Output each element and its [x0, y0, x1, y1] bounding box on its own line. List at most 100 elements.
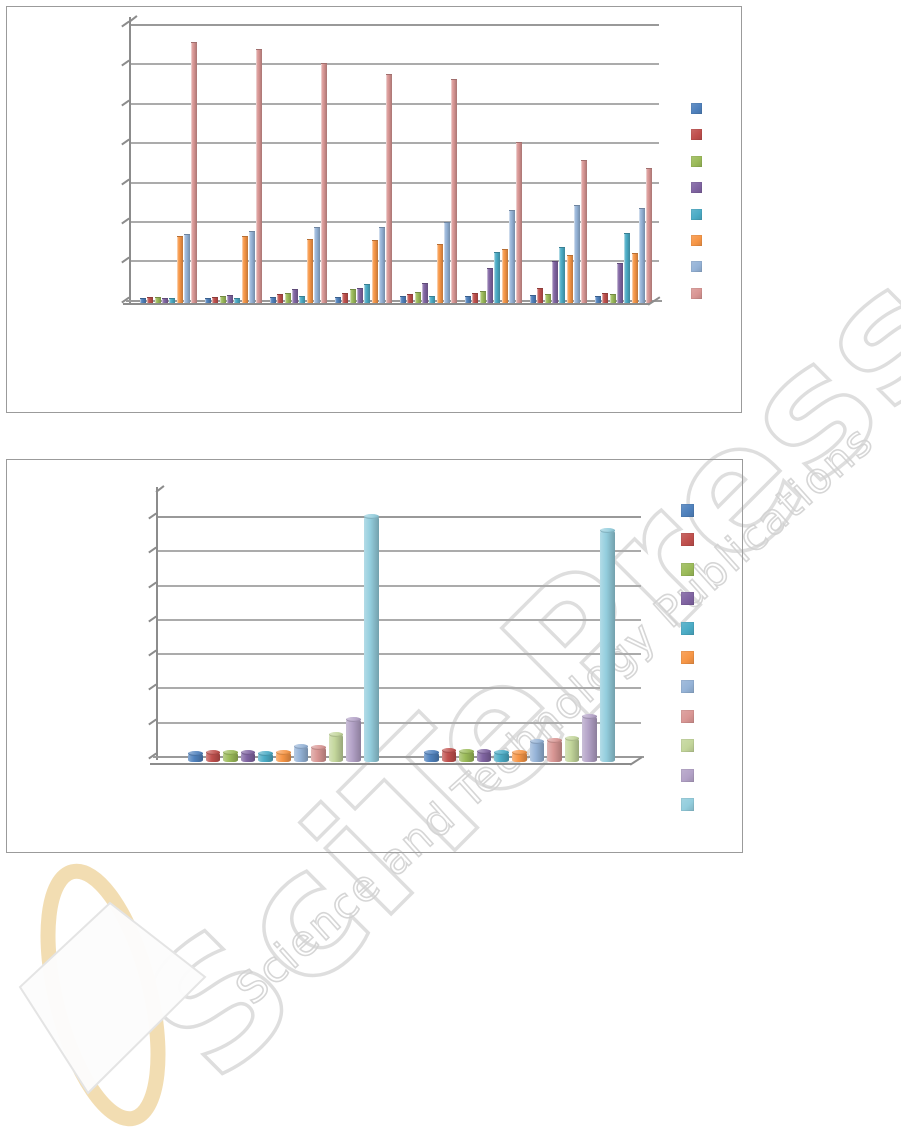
- column-bar: [176, 236, 183, 303]
- cylinder-bar: [476, 749, 492, 762]
- column-bar: [212, 296, 219, 303]
- column-bar: [537, 288, 544, 303]
- x-axis-floor-front: [150, 763, 631, 765]
- gridline: [156, 550, 641, 553]
- column-bar: [443, 221, 450, 303]
- column-bar: [306, 238, 313, 303]
- column-bar: [501, 249, 508, 303]
- cylinder-bar: [459, 749, 474, 762]
- cylinder-cap: [258, 750, 273, 756]
- column-bar: [226, 295, 233, 303]
- cylinder-cap: [529, 738, 545, 744]
- figure1-frame: [6, 6, 742, 413]
- column-bar: [140, 298, 146, 303]
- legend-swatch: [681, 562, 694, 576]
- cylinder-cap: [441, 748, 457, 754]
- cylinder-cap: [424, 749, 439, 755]
- column-bar: [154, 296, 161, 303]
- column-bar: [451, 79, 458, 303]
- column-bar: [356, 288, 363, 303]
- cylinder-bar: [564, 736, 580, 762]
- column-bar: [530, 295, 536, 303]
- cylinder-bar: [205, 749, 221, 762]
- legend-swatch: [691, 155, 702, 167]
- cylinder-bar: [328, 731, 344, 762]
- cylinder-bar: [547, 737, 562, 762]
- legend-swatch: [681, 798, 694, 811]
- column-bar: [646, 167, 653, 303]
- column-bar: [479, 291, 486, 303]
- x-axis-floor-back: [153, 756, 644, 758]
- figure2-3d-cylinder-column-chart: [7, 460, 742, 852]
- cylinder-cap: [328, 731, 344, 737]
- legend-swatch: [681, 533, 694, 547]
- legend-swatch: [691, 208, 702, 220]
- cylinder-cap: [512, 749, 527, 755]
- publisher-logo-watermark: [18, 863, 207, 1127]
- column-bar: [624, 232, 631, 303]
- gridline: [129, 24, 659, 26]
- column-bar: [371, 240, 378, 303]
- column-bar: [270, 296, 276, 303]
- gridline: [156, 721, 641, 724]
- cylinder-cap: [564, 736, 580, 742]
- column-bar: [551, 260, 558, 303]
- cylinder-bar: [441, 748, 457, 762]
- column-bar: [602, 293, 609, 303]
- cylinder-cap: [459, 749, 474, 755]
- legend-swatch: [681, 709, 694, 723]
- legend-swatch: [681, 592, 694, 606]
- cylinder-cap: [293, 744, 309, 750]
- column-bar: [234, 297, 241, 303]
- column-bar: [284, 292, 291, 303]
- legend-swatch: [681, 504, 694, 517]
- column-bar: [486, 268, 493, 303]
- cylinder-cap: [364, 513, 379, 519]
- column-bar: [414, 292, 421, 303]
- column-bar: [609, 294, 616, 303]
- column-bar: [436, 243, 443, 303]
- column-bar: [400, 296, 406, 303]
- cylinder-bar: [346, 716, 361, 762]
- gridline: [129, 221, 659, 223]
- cylinder-bar: [223, 749, 238, 762]
- gridline: [156, 687, 641, 690]
- cylinder-bar: [582, 713, 597, 762]
- legend-swatch: [681, 680, 694, 694]
- column-bar: [321, 63, 328, 303]
- column-bar: [421, 282, 428, 303]
- column-bar: [559, 247, 566, 303]
- column-bar: [544, 293, 551, 303]
- cylinder-bar: [311, 745, 326, 762]
- column-bar: [386, 74, 393, 303]
- cylinder-cap: [276, 749, 291, 755]
- column-bar: [291, 288, 298, 303]
- cylinder-bar: [240, 749, 256, 762]
- cylinder-cap: [547, 737, 562, 743]
- cylinder-bar: [258, 750, 273, 762]
- cylinder-bar: [188, 750, 203, 762]
- legend-swatch: [691, 182, 702, 194]
- gridline: [129, 102, 659, 105]
- column-bar: [638, 207, 645, 303]
- column-bar: [573, 205, 580, 303]
- column-bar: [364, 284, 371, 303]
- legend-swatch: [691, 287, 702, 299]
- column-bar: [581, 160, 588, 303]
- cylinder-bar: [600, 527, 615, 762]
- gridline: [129, 63, 659, 66]
- column-bar: [508, 210, 515, 303]
- column-bar: [494, 251, 501, 303]
- column-bar: [191, 41, 198, 303]
- column-bar: [429, 296, 436, 303]
- cylinder-bar: [494, 749, 509, 762]
- legend-swatch: [681, 621, 694, 635]
- legend-swatch: [681, 651, 694, 664]
- column-bar: [219, 296, 226, 303]
- cylinder-cap: [494, 749, 509, 755]
- column-bar: [205, 297, 211, 303]
- x-axis-floor-back: [126, 300, 662, 302]
- cylinder-cap: [223, 749, 238, 755]
